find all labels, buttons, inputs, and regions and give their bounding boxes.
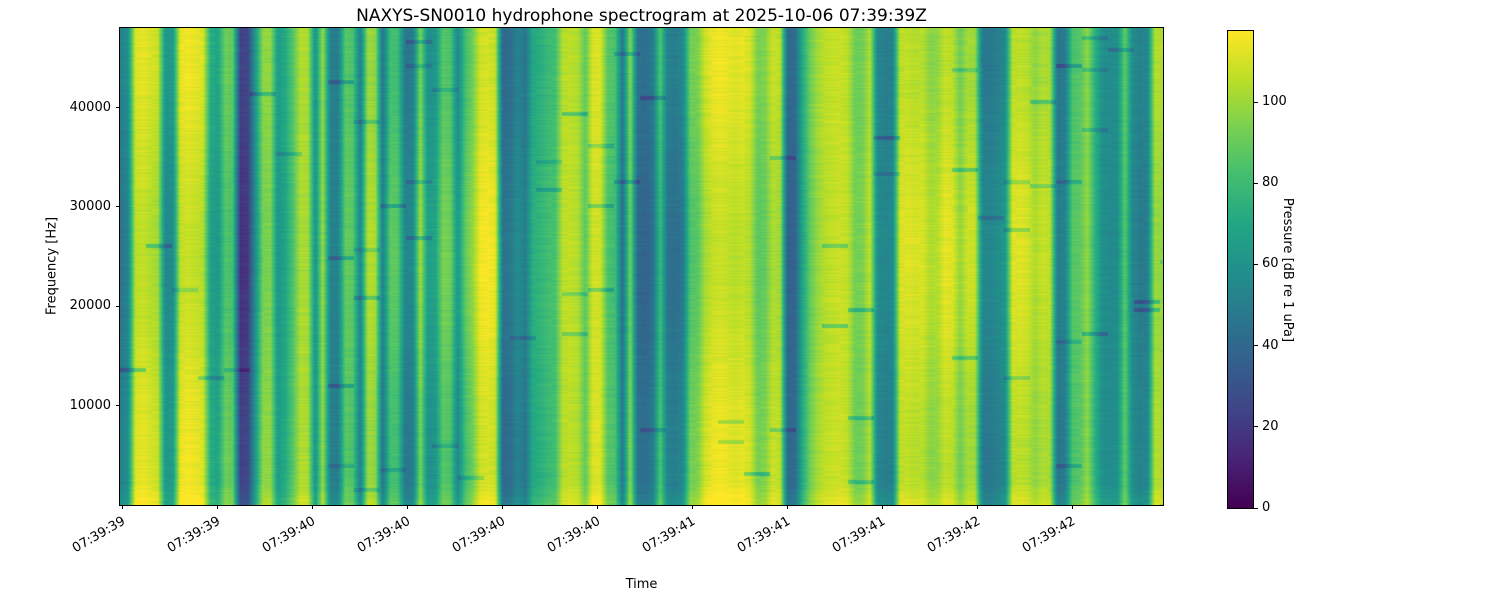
colorbar-tick-label: 20 <box>1262 418 1279 434</box>
spectrogram-plot <box>119 27 1164 506</box>
x-tick-mark <box>882 505 883 509</box>
x-tick-label: 07:39:39 <box>69 513 128 557</box>
x-tick-mark <box>692 505 693 509</box>
colorbar-image <box>1228 31 1253 508</box>
x-tick-label: 07:39:42 <box>1019 513 1078 557</box>
y-tick-label: 20000 <box>69 298 111 314</box>
colorbar-tick-label: 80 <box>1262 175 1279 191</box>
x-tick-label: 07:39:39 <box>164 513 223 557</box>
x-tick-label: 07:39:40 <box>544 513 603 557</box>
y-tick-label: 30000 <box>69 198 111 214</box>
colorbar-tick-mark <box>1254 263 1258 265</box>
x-tick-label: 07:39:41 <box>734 513 793 557</box>
x-tick-label: 07:39:41 <box>829 513 888 557</box>
spectrogram-image <box>120 28 1163 505</box>
colorbar-label: Pressure [dB re 1 uPa] <box>1280 197 1295 343</box>
colorbar <box>1227 30 1254 509</box>
colorbar-tick-label: 0 <box>1262 500 1271 515</box>
x-tick-label: 07:39:40 <box>259 513 318 557</box>
y-tick-label: 40000 <box>69 99 111 115</box>
colorbar-tick-mark <box>1254 345 1258 347</box>
colorbar-tick-label: 40 <box>1262 337 1279 353</box>
x-tick-label: 07:39:42 <box>924 513 983 557</box>
y-tick-mark <box>116 305 120 307</box>
colorbar-tick-mark <box>1254 507 1258 509</box>
x-tick-mark <box>217 505 218 509</box>
colorbar-tick-mark <box>1254 101 1258 103</box>
colorbar-tick-mark <box>1254 182 1258 184</box>
x-tick-mark <box>502 505 503 509</box>
x-tick-mark <box>787 505 788 509</box>
x-tick-mark <box>977 505 978 509</box>
y-tick-mark <box>116 107 120 108</box>
chart-title: NAXYS-SN0010 hydrophone spectrogram at 2… <box>356 6 927 26</box>
y-tick-mark <box>116 206 120 208</box>
x-tick-mark <box>597 505 598 509</box>
y-tick-label: 10000 <box>69 397 111 413</box>
x-tick-mark <box>1072 505 1073 509</box>
x-tick-mark <box>407 505 408 509</box>
colorbar-tick-label: 100 <box>1262 94 1287 110</box>
colorbar-tick-label: 60 <box>1262 256 1279 272</box>
x-tick-label: 07:39:40 <box>354 513 413 557</box>
x-tick-mark <box>312 505 313 509</box>
x-tick-label: 07:39:40 <box>449 513 508 557</box>
x-axis-label: Time <box>625 577 658 592</box>
colorbar-tick-mark <box>1254 426 1258 428</box>
y-axis-label: Frequency [Hz] <box>44 216 60 316</box>
y-tick-mark <box>116 405 120 407</box>
x-tick-label: 07:39:41 <box>639 513 698 557</box>
x-tick-mark <box>122 505 123 509</box>
